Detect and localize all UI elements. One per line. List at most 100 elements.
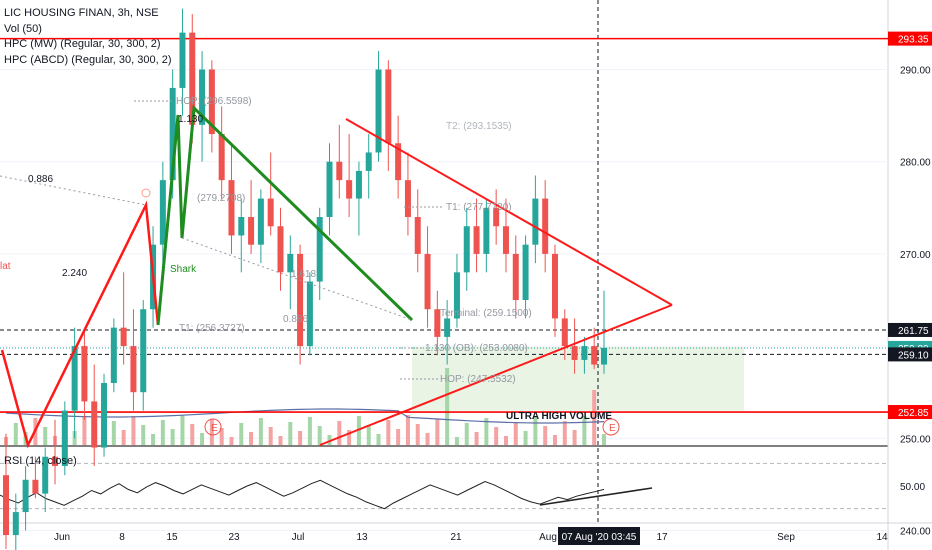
candle-body xyxy=(365,152,372,171)
volume-bar xyxy=(503,436,508,445)
candle-body xyxy=(91,401,98,448)
candle-body xyxy=(238,217,245,236)
annotation-label: 1.618 xyxy=(291,269,316,280)
price-level-badge[interactable] xyxy=(888,405,932,420)
annotation-label: E xyxy=(211,423,218,434)
volume-bar xyxy=(386,420,391,445)
candle-body xyxy=(189,32,196,125)
volume-bar xyxy=(249,432,254,445)
annotation-label: ULTRA HIGH VOLUME xyxy=(506,411,612,422)
candle-body xyxy=(199,69,206,125)
x-tick-label: 8 xyxy=(119,532,125,543)
candle-body xyxy=(571,346,578,360)
candle-body xyxy=(532,198,539,245)
volume-bar xyxy=(376,434,381,445)
candle-body xyxy=(522,244,529,300)
candle-body xyxy=(228,180,235,236)
symbol-title[interactable]: LIC HOUSING FINAN, 3h, NSE xyxy=(4,7,159,19)
pivot-marker xyxy=(141,188,151,198)
candle-body xyxy=(581,346,588,360)
dotted-projection-2 xyxy=(181,237,413,321)
y-tick-label: 240.00 xyxy=(900,527,931,538)
volume-bar xyxy=(239,423,244,445)
indicator-volume[interactable]: Vol (50) xyxy=(4,22,42,35)
earnings-marker xyxy=(602,418,620,436)
candle-body xyxy=(326,161,333,218)
consolidation-zone xyxy=(412,347,744,411)
candle-body xyxy=(375,69,382,153)
candle-body xyxy=(179,32,186,88)
price-axis[interactable]: 240.00250.00260.00270.00280.00290.00300.… xyxy=(54,0,932,545)
volume-bar xyxy=(454,437,459,445)
volume-bar xyxy=(396,429,401,445)
candle-body xyxy=(218,134,225,181)
time-crosshair-label: 07 Aug '20 03:45 xyxy=(562,532,637,543)
candle-body xyxy=(248,217,255,245)
candle-body xyxy=(32,479,39,494)
candle-body xyxy=(42,456,49,494)
volume-bar xyxy=(43,427,48,445)
candle-body xyxy=(385,69,392,144)
volume-bar xyxy=(552,435,557,445)
rsi-title[interactable]: RSI (14, close) xyxy=(4,455,77,467)
volume-bar xyxy=(141,425,146,445)
y-tick-label: 280.00 xyxy=(900,158,931,169)
annotation-label: T2: (293.1535) xyxy=(446,121,512,132)
volume-bar xyxy=(572,430,577,445)
red-triangle-lower[interactable] xyxy=(319,304,673,446)
annotation-label: Terminal: (259.1500) xyxy=(440,308,532,319)
y-tick-label: 290.00 xyxy=(900,66,931,77)
rsi-trendline[interactable] xyxy=(539,487,653,506)
volume-bar xyxy=(268,427,273,445)
candle-body xyxy=(316,217,323,282)
indicator-hpc-mw[interactable]: HPC (MW) (Regular, 30, 300, 2) xyxy=(4,38,161,50)
candle-body xyxy=(71,346,78,411)
candle-body xyxy=(159,180,166,245)
candle-body xyxy=(404,180,411,218)
candle-body xyxy=(483,207,490,254)
candle-body xyxy=(12,512,19,536)
volume-bar xyxy=(602,434,606,445)
volume-bar xyxy=(445,368,450,445)
x-tick-label: 13 xyxy=(356,532,368,543)
candle-body xyxy=(130,346,137,393)
price-level-badge-label: 261.75 xyxy=(898,326,929,337)
volume-bar xyxy=(474,432,479,445)
candle-body xyxy=(120,327,127,347)
drawings-layer[interactable] xyxy=(0,104,673,506)
price-level-badge[interactable] xyxy=(888,347,932,362)
y-tick-label: 250.00 xyxy=(900,434,931,445)
price-level-badge[interactable] xyxy=(888,31,932,46)
volume-bar xyxy=(151,434,156,445)
volume-bar xyxy=(562,421,567,445)
y-tick-label: 270.00 xyxy=(900,250,931,261)
volume-bar xyxy=(170,429,175,445)
price-level-badge-label: 252.85 xyxy=(898,408,929,419)
indicator-hpc-abcd[interactable]: HPC (ABCD) (Regular, 30, 300, 2) xyxy=(4,53,172,66)
price-level-badge[interactable] xyxy=(888,322,932,337)
candle-body xyxy=(336,161,343,181)
candle-body xyxy=(101,382,108,448)
annotation-label: T1: (256.3727) xyxy=(179,323,245,334)
red-uptrend-zigzag[interactable] xyxy=(0,200,160,449)
candle-body xyxy=(297,253,304,347)
candle-body xyxy=(444,318,451,337)
annotation-label: lat xyxy=(0,261,11,272)
candle-body xyxy=(169,87,176,181)
candle-body xyxy=(601,347,607,365)
volume-bar xyxy=(484,418,489,445)
annotation-label: 1.130 xyxy=(178,114,203,125)
volume-bar xyxy=(298,431,303,445)
annotation-label: (279.2708) xyxy=(197,193,245,204)
candle-body xyxy=(277,226,284,273)
volume-bar xyxy=(347,430,352,445)
volume-bar xyxy=(523,431,528,445)
time-crosshair-badge[interactable] xyxy=(558,527,640,545)
volume-bar xyxy=(190,424,195,445)
volume-bar xyxy=(307,417,312,445)
candle-body xyxy=(257,198,264,245)
red-triangle-upper[interactable] xyxy=(345,118,673,306)
